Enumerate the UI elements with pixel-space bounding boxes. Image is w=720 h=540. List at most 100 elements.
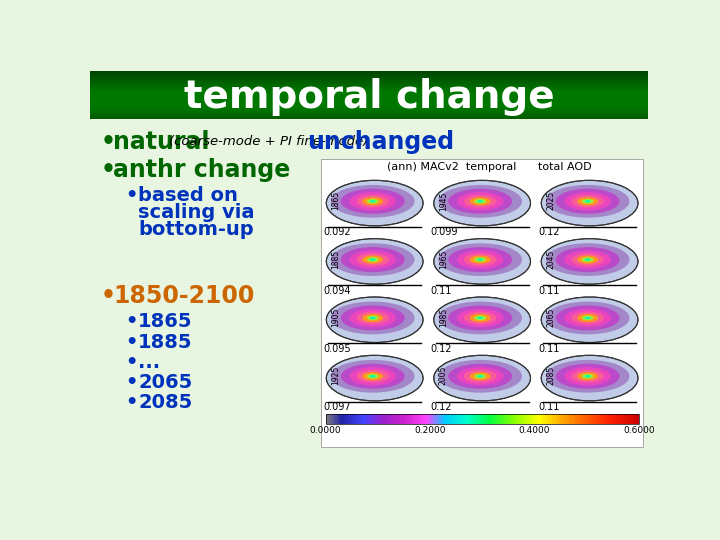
Bar [591,414,593,423]
Bar [430,414,431,423]
Bar [328,414,330,423]
Text: 0.12: 0.12 [539,227,559,238]
Bar [339,414,341,423]
Ellipse shape [341,364,405,389]
Bar [551,414,552,423]
Bar [474,414,475,423]
Text: 0.11: 0.11 [539,402,559,413]
Ellipse shape [572,253,604,266]
Bar [90,97,648,98]
Bar [523,414,526,423]
Ellipse shape [541,355,638,401]
Text: 0.4000: 0.4000 [518,426,550,435]
Bar [448,414,449,423]
Bar [90,109,648,110]
Ellipse shape [438,243,522,276]
Bar [90,71,648,72]
Bar [490,414,491,423]
Bar [348,414,351,423]
Bar [509,414,510,423]
Ellipse shape [356,253,389,266]
Text: (coarse-mode + PI fine-mode): (coarse-mode + PI fine-mode) [169,136,369,148]
Ellipse shape [556,189,620,214]
Bar [415,414,416,423]
Bar [90,89,648,90]
Text: 1885: 1885 [331,249,341,269]
Ellipse shape [433,239,531,284]
Bar [90,82,648,83]
Ellipse shape [556,306,620,330]
Text: 1850-2100: 1850-2100 [113,284,255,308]
Bar [451,414,453,423]
Bar [528,414,530,423]
Bar [537,414,539,423]
Ellipse shape [433,180,531,226]
Ellipse shape [362,314,383,322]
Bar [585,414,587,423]
Bar [539,414,541,423]
Bar [574,414,575,423]
Bar [572,414,573,423]
Ellipse shape [585,375,590,377]
Text: 1865: 1865 [331,191,341,211]
Ellipse shape [331,185,415,218]
Bar [595,414,596,423]
Bar [404,414,405,423]
Bar [418,414,420,423]
Bar [495,414,496,423]
Bar [455,414,457,423]
Ellipse shape [341,306,405,330]
Bar [321,159,644,448]
Ellipse shape [572,370,604,383]
Bar [511,414,513,423]
Bar [492,414,493,423]
Bar [90,102,648,103]
Bar [379,414,381,423]
Bar [454,414,456,423]
Text: (ann) MACv2  temporal: (ann) MACv2 temporal [387,162,516,172]
Ellipse shape [341,247,405,272]
Bar [444,414,446,423]
Ellipse shape [577,372,598,380]
Bar [345,414,347,423]
Bar [427,414,428,423]
Bar [90,95,648,96]
Ellipse shape [469,255,490,264]
Bar [575,414,577,423]
Text: 1925: 1925 [331,366,341,386]
Bar [90,108,648,109]
Bar [608,414,610,423]
Bar [525,414,526,423]
Bar [90,71,648,72]
Bar [584,414,585,423]
Bar [502,414,503,423]
Bar [516,414,518,423]
Bar [90,110,648,111]
Bar [348,414,349,423]
Bar [90,87,648,88]
Bar [90,112,648,113]
Ellipse shape [457,192,503,211]
Bar [586,414,588,423]
Bar [580,414,582,423]
Ellipse shape [457,251,503,269]
Ellipse shape [477,317,483,319]
Bar [536,414,538,423]
Text: 0.11: 0.11 [539,344,559,354]
Bar [631,414,633,423]
Bar [577,414,579,423]
Bar [497,414,498,423]
Bar [607,414,608,423]
Bar [630,414,631,423]
Bar [90,77,648,78]
Ellipse shape [585,317,590,319]
Ellipse shape [582,316,593,320]
Bar [565,414,567,423]
Ellipse shape [367,316,379,320]
Ellipse shape [367,258,379,262]
Bar [90,116,648,117]
Bar [341,414,343,423]
Bar [436,414,437,423]
Bar [90,99,648,100]
Ellipse shape [367,374,379,379]
